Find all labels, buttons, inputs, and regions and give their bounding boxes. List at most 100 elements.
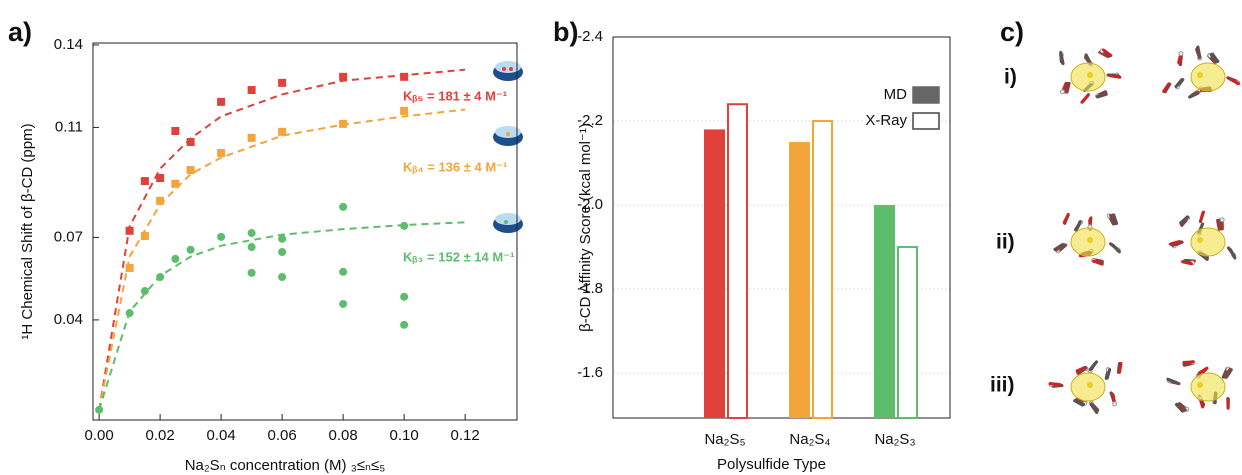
bond <box>1089 360 1099 371</box>
x-tick-label: 0.00 <box>84 427 113 444</box>
bond <box>1229 77 1240 86</box>
bond <box>1090 403 1099 414</box>
y-tick-label: -2.0 <box>577 196 603 213</box>
data-point <box>125 226 134 235</box>
data-point <box>140 287 149 296</box>
data-point <box>186 137 195 146</box>
bond <box>1080 94 1090 104</box>
bond <box>1229 248 1237 260</box>
x-tick-label: 0.08 <box>329 427 358 444</box>
bond <box>1182 360 1195 364</box>
data-point <box>339 202 348 211</box>
row-label: iii) <box>990 374 1015 397</box>
legend-label: MD <box>884 86 907 103</box>
data-point <box>247 268 256 277</box>
atom <box>1112 401 1118 407</box>
cup-icon <box>493 213 523 233</box>
x-tick-label: 0.10 <box>390 427 419 444</box>
bond <box>1181 260 1193 266</box>
row-label: ii) <box>996 231 1015 254</box>
x-tick-label: Na₂S₃ <box>874 431 915 448</box>
data-point <box>278 234 287 243</box>
molecule <box>1048 360 1123 414</box>
guest-volume <box>1190 62 1226 92</box>
x-tick-label: 0.02 <box>146 427 175 444</box>
bond <box>1168 240 1181 246</box>
data-point <box>156 273 165 282</box>
data-point <box>247 229 256 238</box>
data-point <box>339 72 348 81</box>
data-point <box>171 179 180 188</box>
legend-swatch <box>912 112 940 130</box>
y-tick-label: -2.2 <box>577 112 603 129</box>
bond <box>1075 365 1087 373</box>
data-point <box>247 243 256 252</box>
data-point <box>171 254 180 263</box>
bond <box>1179 215 1189 225</box>
bond <box>1062 212 1070 224</box>
data-point <box>278 273 287 282</box>
sulfur <box>1087 382 1093 388</box>
data-point <box>217 232 226 241</box>
data-point <box>156 174 165 183</box>
bond <box>1112 213 1119 225</box>
plot-frame <box>92 42 518 421</box>
bond <box>1092 259 1104 266</box>
data-point <box>339 267 348 276</box>
guest-volume <box>1190 227 1226 257</box>
sulfur <box>1197 237 1203 243</box>
data-point <box>156 196 165 205</box>
y-tick-label: -1.8 <box>577 280 603 297</box>
data-point <box>400 221 409 230</box>
row-label: i) <box>1004 66 1017 89</box>
x-tick-label: Na₂S₄ <box>789 431 830 448</box>
bond <box>1224 368 1233 379</box>
sulfur <box>1197 382 1203 388</box>
bond <box>1048 382 1061 386</box>
y-tick-label: 0.14 <box>54 36 83 53</box>
molecule <box>1053 212 1121 266</box>
bond <box>1109 74 1122 79</box>
sulfur <box>1087 72 1093 78</box>
cup-icon <box>493 126 523 146</box>
legend-label: X-Ray <box>865 112 907 129</box>
x-axis-label: Na₂Sₙ concentration (M) ₃≤ₙ≤₅ <box>185 457 386 474</box>
x-tick-label: 0.12 <box>451 427 480 444</box>
data-point <box>400 320 409 329</box>
bond <box>1174 403 1185 413</box>
molecule <box>1058 48 1122 104</box>
data-point <box>400 106 409 115</box>
y-tick-label: 0.07 <box>54 228 83 245</box>
x-tick-label: 0.06 <box>268 427 297 444</box>
bond <box>1105 368 1112 380</box>
bar <box>727 103 748 420</box>
data-point <box>278 247 287 256</box>
y-tick-label: -2.4 <box>577 28 603 45</box>
x-axis-label: Polysulfide Type <box>717 456 826 473</box>
bond <box>1211 52 1220 63</box>
sulfur <box>1087 237 1093 243</box>
bond <box>1117 362 1123 374</box>
bond <box>1084 53 1092 65</box>
bond <box>1174 78 1184 89</box>
data-point <box>247 86 256 95</box>
x-tick-label: 0.04 <box>207 427 236 444</box>
data-point <box>217 97 226 106</box>
molecule <box>1166 359 1233 413</box>
bar <box>897 246 918 419</box>
data-point <box>171 126 180 135</box>
bond <box>1096 92 1108 99</box>
y-axis-label: β-CD Affinity Score (kcal mol⁻¹) <box>577 123 594 332</box>
bond <box>1166 377 1178 384</box>
data-point <box>125 263 134 272</box>
data-point <box>400 292 409 301</box>
bond <box>1188 91 1200 99</box>
data-point <box>140 232 149 241</box>
bar <box>704 129 725 418</box>
data-point <box>140 177 149 186</box>
panel-label: b) <box>553 17 578 47</box>
data-point <box>125 309 134 318</box>
bond <box>1162 82 1171 93</box>
data-point <box>186 245 195 254</box>
